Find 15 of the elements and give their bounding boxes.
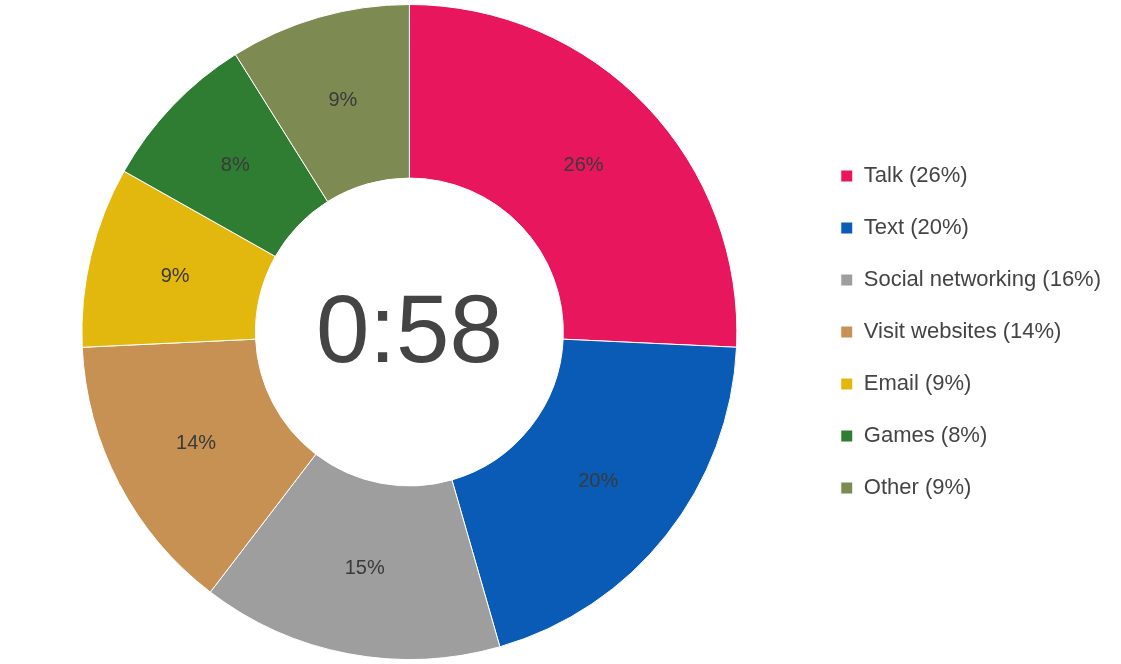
- legend-label: Email (9%): [863, 370, 972, 396]
- data-label: 14%: [176, 431, 217, 454]
- legend-label: Visit websites (14%): [863, 318, 1062, 344]
- data-label: 9%: [328, 88, 358, 111]
- legend-label: Text (20%): [863, 214, 969, 240]
- data-label: 26%: [563, 153, 604, 176]
- data-label: 15%: [344, 556, 385, 579]
- text: 0:58: [315, 275, 503, 383]
- data-label: 20%: [578, 468, 619, 491]
- legend-label: Talk (26%): [863, 162, 968, 188]
- data-label: 9%: [160, 263, 190, 286]
- legend-label: Games (8%): [863, 422, 988, 448]
- data-label: 8%: [220, 153, 250, 176]
- legend-label: Social networking (16%): [863, 266, 1102, 292]
- legend-label: Other (9%): [863, 474, 972, 500]
